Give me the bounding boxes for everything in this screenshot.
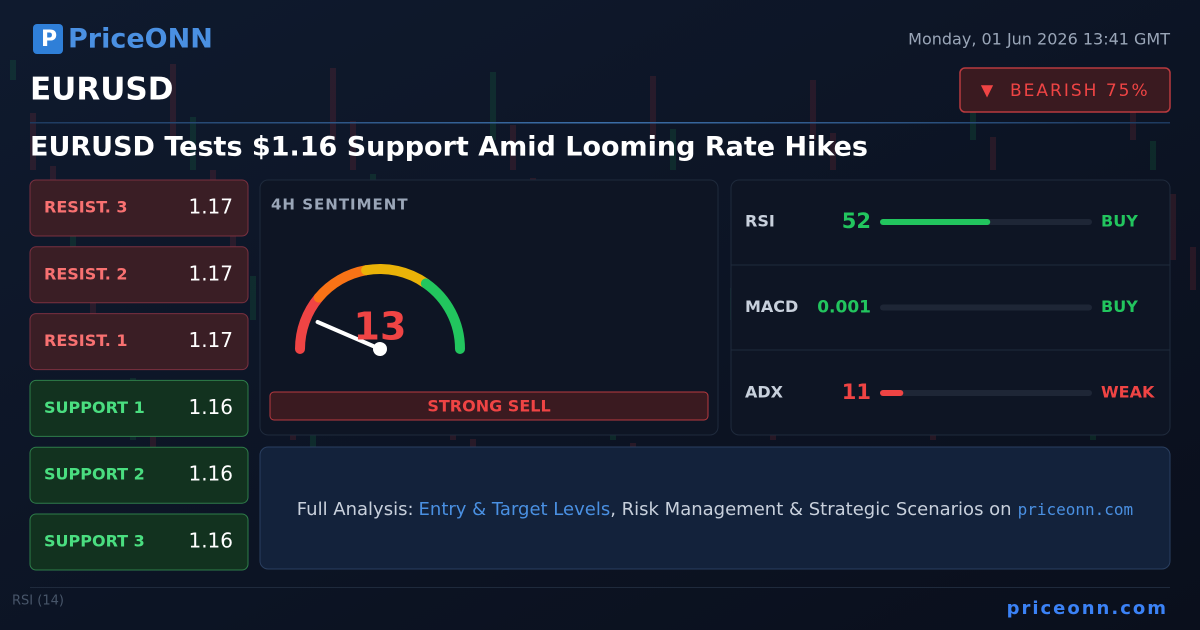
footer-rule	[30, 587, 1170, 588]
indicator-track	[880, 390, 1092, 396]
indicator-signal: BUY	[1101, 212, 1138, 231]
indicator-value: 52	[842, 209, 871, 233]
cta-panel	[259, 446, 1171, 570]
indicator-value: 0.001	[817, 298, 871, 318]
level-value: 1.16	[188, 395, 233, 419]
candle	[1170, 194, 1176, 260]
bias-arrow: ▼	[981, 81, 994, 100]
level-value: 1.17	[188, 261, 233, 285]
candle	[1190, 247, 1196, 290]
level-label: SUPPORT 1	[44, 398, 145, 417]
background-label: RSI (14)	[12, 594, 64, 609]
gauge-value: 13	[354, 305, 407, 349]
candle	[510, 125, 516, 170]
gauge-hub	[373, 342, 387, 356]
level-box	[29, 513, 249, 571]
gauge-arc	[420, 278, 465, 354]
candle	[30, 113, 36, 170]
indicator-bar	[880, 390, 904, 396]
signal-button	[269, 391, 709, 421]
bias: BEARISH 75%	[1010, 81, 1150, 101]
level-box	[29, 379, 249, 437]
cta-link[interactable]: Entry & Target Levels	[419, 499, 611, 520]
indicator-signal: BUY	[1101, 297, 1138, 316]
header-rule	[30, 122, 1170, 124]
level-value: 1.16	[188, 462, 233, 486]
candle	[1150, 141, 1156, 170]
level-label: SUPPORT 2	[44, 465, 145, 484]
logo-icon-glyph: P	[41, 27, 57, 52]
candle	[190, 117, 196, 170]
candle	[990, 137, 996, 170]
level-value: 1.17	[188, 328, 233, 352]
candle	[650, 76, 656, 140]
symbol: EURUSD	[30, 72, 173, 108]
gauge-arc	[361, 264, 431, 289]
logo: PriceONN	[68, 24, 213, 55]
level-label: RESIST. 2	[44, 264, 128, 283]
sentiment-panel	[259, 179, 719, 436]
level-value: 1.17	[188, 195, 233, 219]
level-value: 1.16	[188, 529, 233, 553]
level-label: RESIST. 3	[44, 198, 128, 217]
indicator-name: RSI	[745, 212, 775, 231]
headline: EURUSD Tests $1.16 Support Amid Looming …	[30, 132, 868, 163]
candle	[250, 276, 256, 320]
candle	[810, 80, 816, 140]
level-label: RESIST. 1	[44, 331, 128, 350]
level-box	[29, 246, 249, 304]
gauge-needle	[315, 319, 382, 351]
level-box	[29, 179, 249, 237]
cta-lead: Full Analysis:	[297, 499, 414, 520]
candle	[490, 72, 496, 140]
level-box	[29, 313, 249, 371]
footer-site[interactable]: priceonn.com	[1007, 598, 1168, 619]
level-box	[29, 446, 249, 504]
bias-badge	[959, 67, 1171, 113]
cta-middle: , Risk Management & Strategic Scenarios …	[610, 499, 1011, 520]
candle	[330, 68, 336, 140]
indicator-signal: WEAK	[1101, 383, 1155, 402]
indicator-name: ADX	[745, 383, 784, 402]
indicator-bar	[880, 219, 991, 225]
candle	[670, 129, 676, 170]
sentiment-signal: STRONG SELL	[427, 397, 550, 416]
indicator-name: MACD	[745, 297, 798, 316]
datetime: Monday, 01 Jun 2026 13:41 GMT	[908, 30, 1170, 49]
cta: Full Analysis: Entry & Target Levels, Ris…	[297, 499, 1133, 520]
logo-icon	[33, 24, 63, 54]
candle	[1130, 88, 1136, 140]
cta-site[interactable]: priceonn.com	[1018, 500, 1134, 519]
candle	[350, 121, 356, 170]
indicator-track	[880, 304, 1092, 311]
candle	[830, 133, 836, 170]
sentiment-title: 4H SENTIMENT	[271, 196, 409, 214]
candle	[10, 60, 16, 80]
indicator-value: 11	[842, 380, 871, 404]
level-label: SUPPORT 3	[44, 532, 145, 551]
candle	[170, 64, 176, 140]
